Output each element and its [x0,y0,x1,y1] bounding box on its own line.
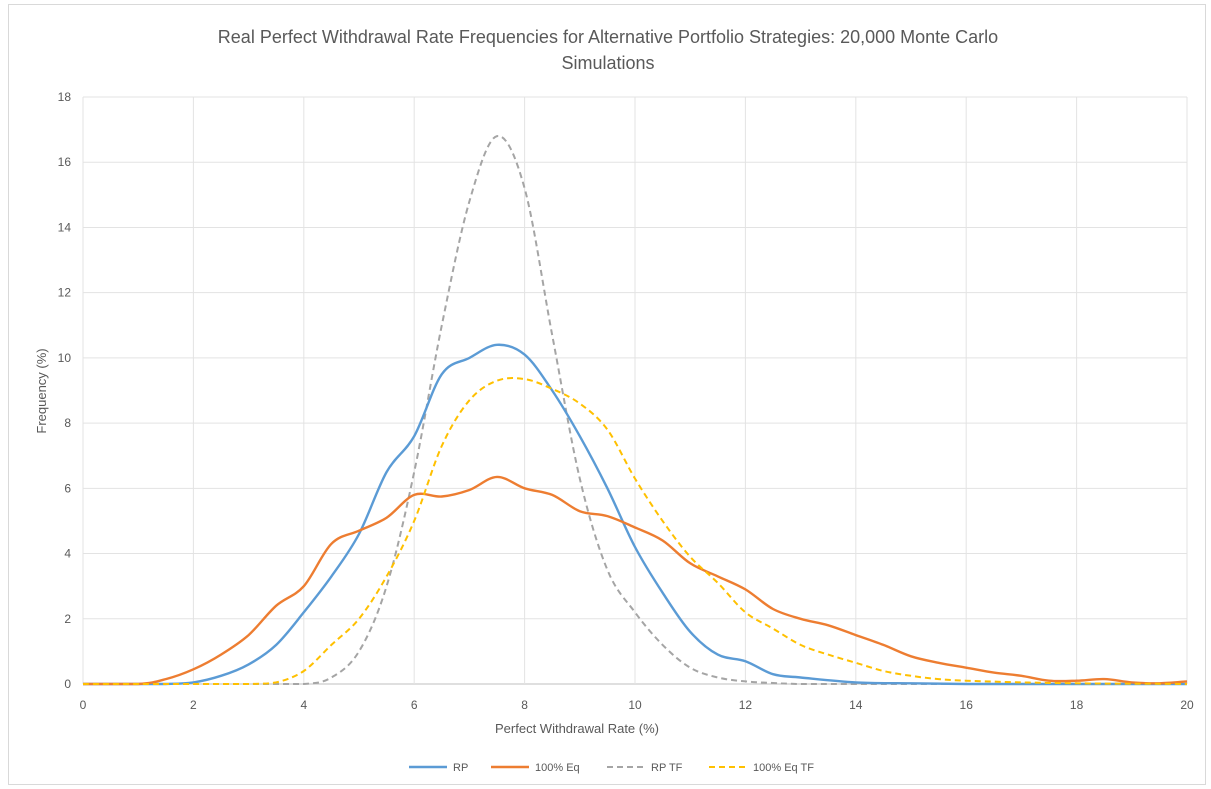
x-tick-label: 14 [849,698,863,712]
gridlines [82,96,1188,685]
x-tick-label: 0 [80,698,87,712]
legend-item-100pct-eq-tf: 100% Eq TF [709,762,814,774]
x-tick-label: 20 [1180,698,1194,712]
y-tick-label: 16 [58,155,72,169]
legend-label: 100% Eq TF [753,762,814,774]
tick-labels: 0 2 4 6 8 10 12 14 16 18 0 2 4 6 8 10 12 14 16 18 20 [58,90,1194,712]
x-tick-label: 8 [521,698,528,712]
y-tick-label: 12 [58,286,72,300]
chart-title-line-1: Real Perfect Withdrawal Rate Frequencies… [218,27,998,47]
series-line-100pct-eq-tf [83,377,1188,685]
x-tick-label: 16 [960,698,974,712]
chart: Real Perfect Withdrawal Rate Frequencies… [34,27,1194,774]
series-line-rp-tf [83,135,1187,685]
legend-item-100pct-eq: 100% Eq [491,762,580,774]
x-tick-label: 10 [628,698,642,712]
chart-frame: Real Perfect Withdrawal Rate Frequencies… [8,4,1206,785]
y-tick-label: 8 [64,416,71,430]
y-tick-label: 10 [58,351,72,365]
x-tick-label: 2 [190,698,197,712]
x-tick-label: 12 [739,698,753,712]
x-tick-label: 4 [300,698,307,712]
chart-title: Real Perfect Withdrawal Rate Frequencies… [218,27,998,73]
x-tick-label: 18 [1070,698,1084,712]
series-line-rp [83,343,1187,686]
y-tick-label: 0 [64,677,71,691]
legend-label: RP [453,762,468,774]
y-tick-label: 2 [64,612,71,626]
x-tick-label: 6 [411,698,418,712]
x-axis-label: Perfect Withdrawal Rate (%) [495,721,659,736]
legend: RP 100% Eq RP TF 100% Eq TF [409,762,814,774]
legend-label: 100% Eq [535,762,580,774]
series-lines [83,135,1188,686]
y-axis-label: Frequency (%) [34,348,49,433]
legend-item-rp: RP [409,762,468,774]
y-tick-label: 4 [64,547,71,561]
legend-label: RP TF [651,762,683,774]
chart-title-line-2: Simulations [561,53,654,73]
y-tick-label: 6 [64,481,71,495]
y-tick-label: 18 [58,90,72,104]
legend-item-rp-tf: RP TF [607,762,683,774]
y-tick-label: 14 [58,220,72,234]
series-line-100pct-eq [83,475,1188,686]
